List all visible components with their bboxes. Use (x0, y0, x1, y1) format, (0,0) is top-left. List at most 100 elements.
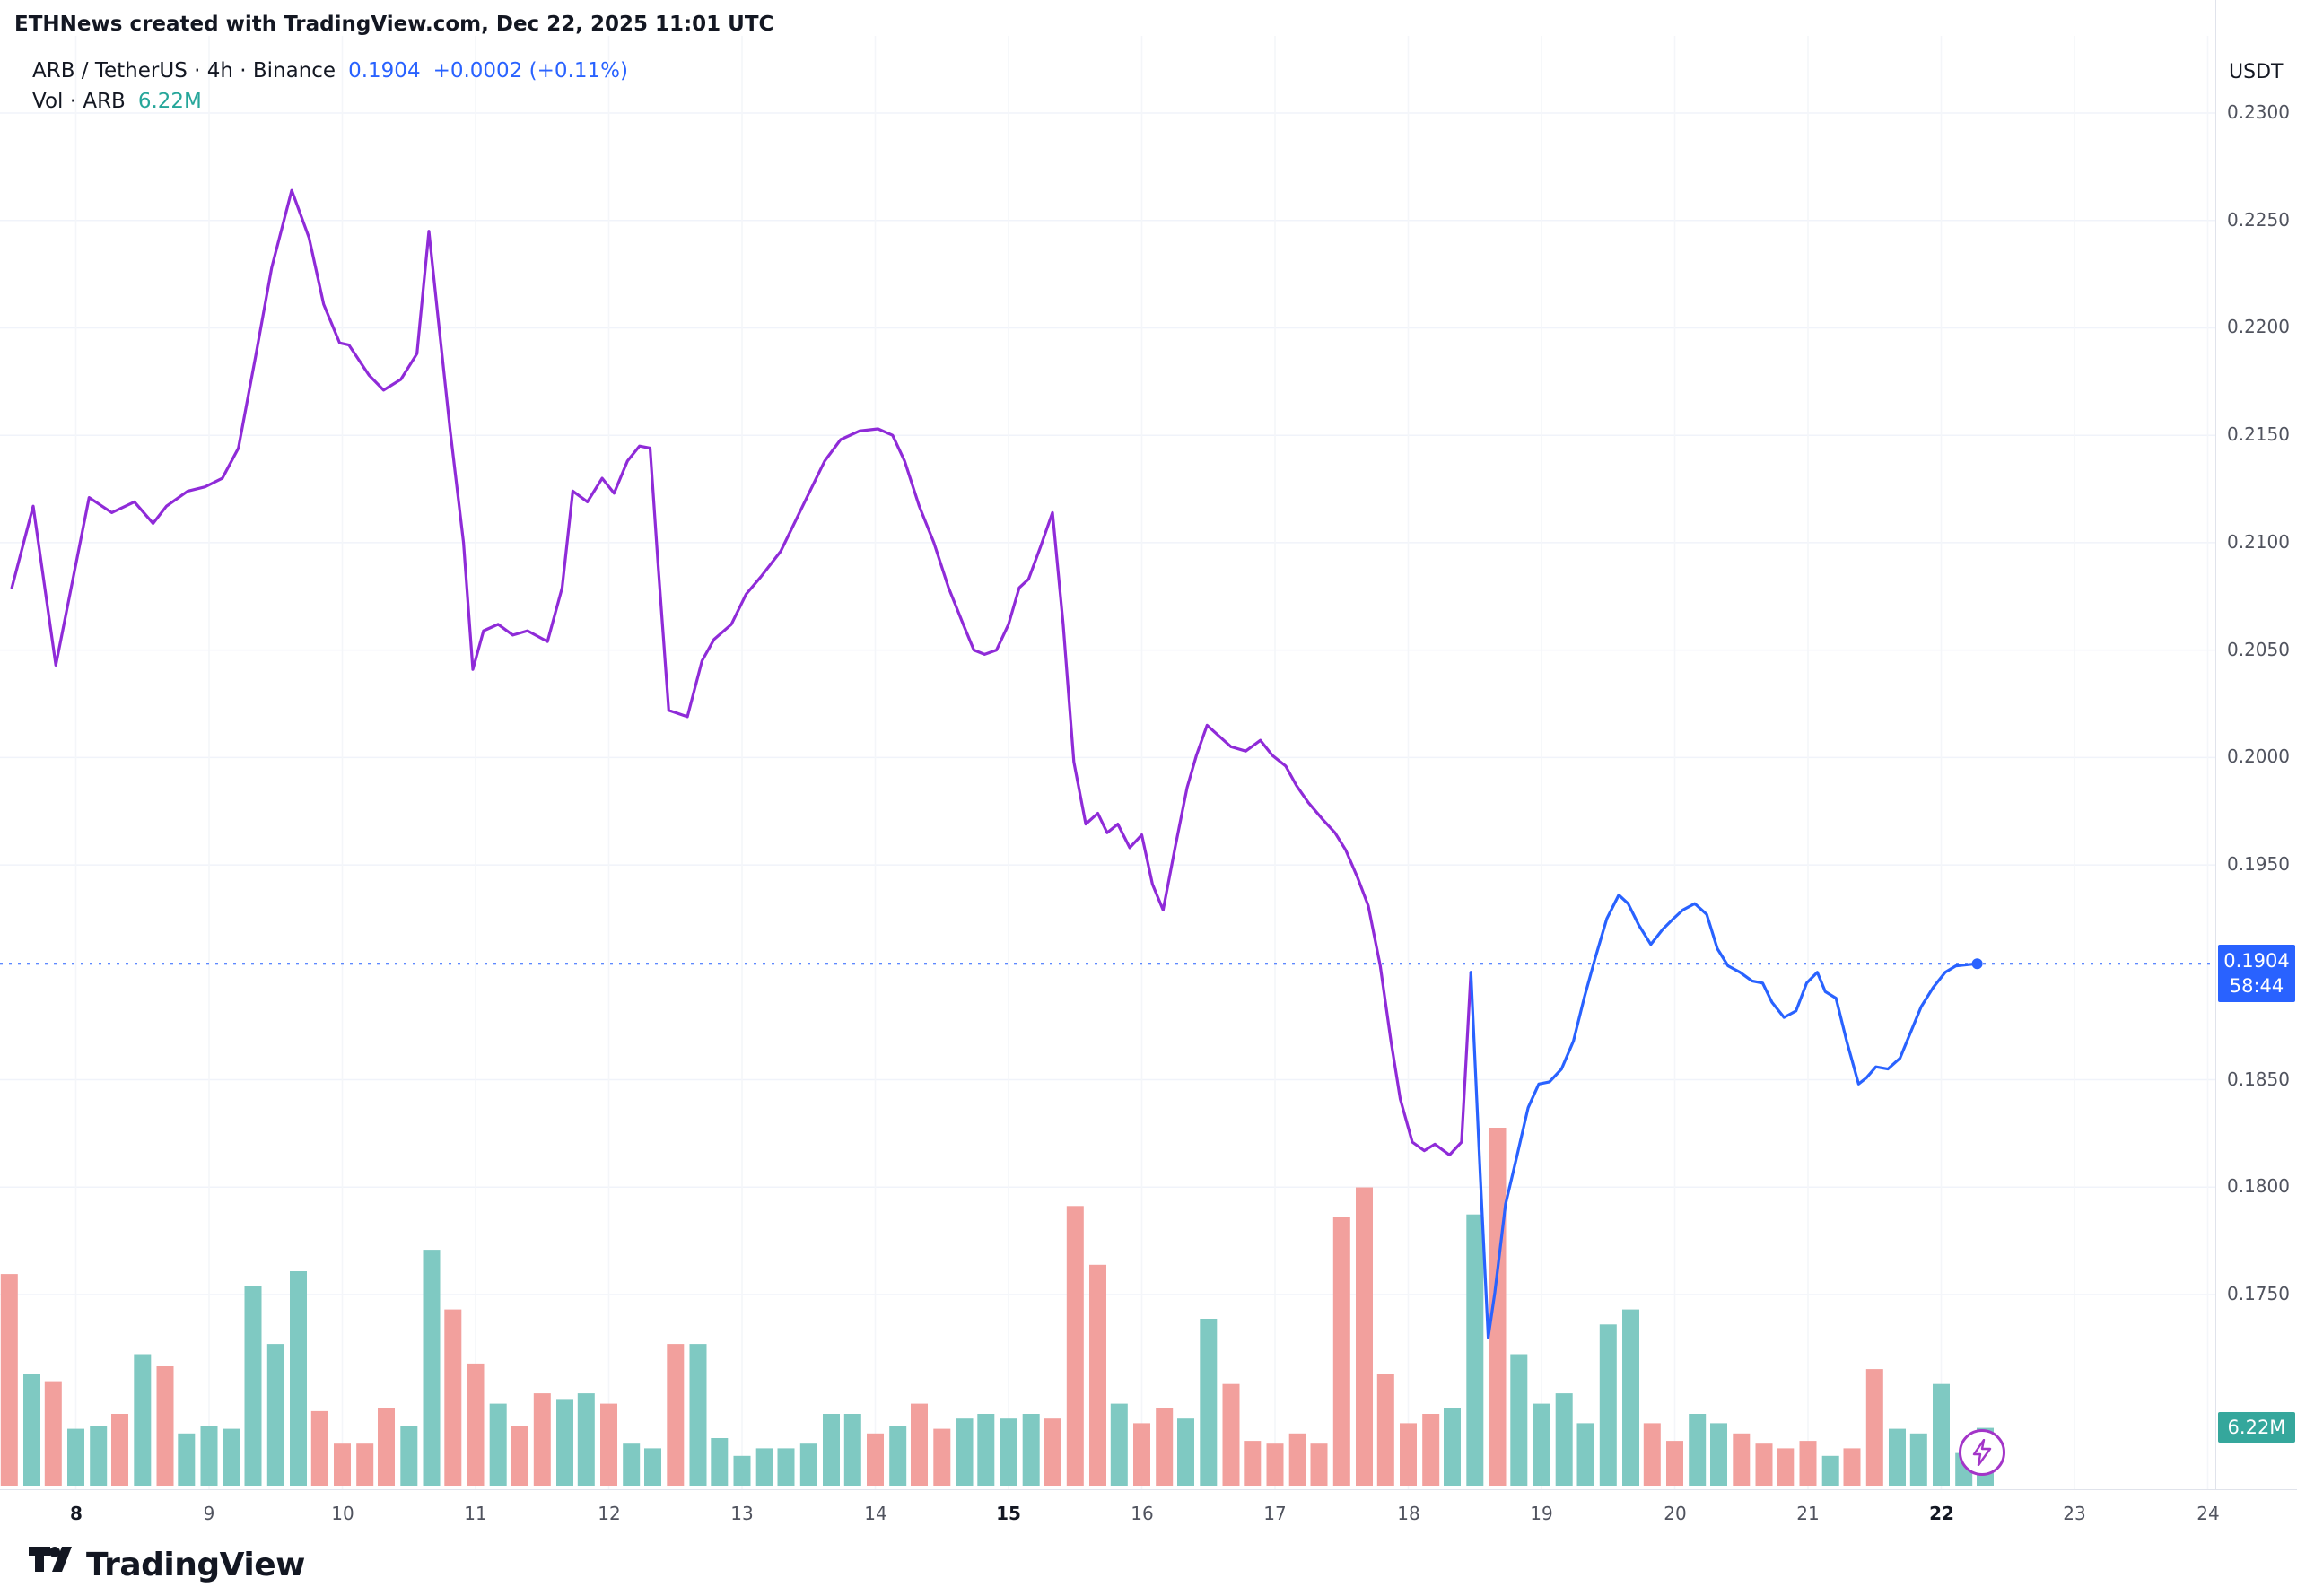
current-volume-value: 6.22M (2227, 1417, 2286, 1438)
lightning-icon (1972, 1439, 1992, 1466)
legend-last-price: 0.1904 (348, 59, 421, 83)
attribution-text: ETHNews created with TradingView.com, De… (14, 13, 774, 36)
time-tick-label: 18 (1397, 1503, 1420, 1524)
volume-bar (310, 1410, 328, 1486)
flash-boost-button[interactable] (1959, 1429, 2005, 1476)
volume-bar (799, 1443, 817, 1486)
volume-bar (933, 1428, 951, 1486)
price-tick-label: 0.1950 (2227, 853, 2290, 875)
volume-bar (1689, 1414, 1707, 1486)
volume-bar (1576, 1423, 1594, 1486)
volume-bar (0, 1274, 18, 1486)
volume-bar (489, 1403, 507, 1486)
tradingview-logo-icon (29, 1547, 72, 1572)
price-axis[interactable]: USDT 0.2300 0.2250 0.2200 0.2150 0.2100 0.205… (2215, 0, 2297, 1489)
price-tick-label: 0.1800 (2227, 1175, 2290, 1197)
volume-bar (777, 1448, 795, 1486)
volume-bar (223, 1428, 240, 1486)
price-tick-label: 0.1850 (2227, 1068, 2290, 1090)
volume-bar (1933, 1383, 1950, 1486)
time-tick-label: 19 (1530, 1503, 1553, 1524)
volume-bar (1466, 1214, 1484, 1486)
volume-bar (467, 1363, 485, 1486)
volume-bar (1266, 1443, 1284, 1486)
volume-bar (755, 1448, 773, 1486)
legend-price-change: +0.0002 (+0.11%) (432, 59, 628, 83)
volume-bar (600, 1403, 617, 1486)
volume-bar (23, 1374, 40, 1486)
time-tick-label: 15 (996, 1503, 1021, 1524)
volume-bar (200, 1426, 218, 1486)
volume-bar (1865, 1369, 1883, 1486)
volume-bar (1133, 1423, 1150, 1486)
time-axis[interactable]: 8 9 10 11 12 13 14 15 16 17 18 19 20 21 22 23 24 (0, 1489, 2297, 1544)
volume-bar (1222, 1383, 1240, 1486)
time-tick-label: 10 (331, 1503, 354, 1524)
volume-bar (1666, 1441, 1683, 1486)
volume-bar (356, 1443, 374, 1486)
chart-legend: ARB / TetherUS · 4h · Binance 0.1904 +0.… (32, 56, 628, 117)
volume-bar (1643, 1423, 1661, 1486)
current-volume-flag: 6.22M (2218, 1412, 2295, 1443)
price-tick-label: 0.2050 (2227, 639, 2290, 660)
volume-bar (290, 1271, 307, 1486)
volume-bar (1000, 1418, 1017, 1486)
current-price-flag: 0.1904 58:44 (2218, 945, 2295, 1002)
volume-bar (444, 1309, 462, 1486)
bar-countdown: 58:44 (2229, 975, 2284, 997)
volume-bar (1444, 1408, 1461, 1486)
last-price-dot (1971, 958, 1983, 970)
volume-bar (334, 1443, 351, 1486)
volume-bar (266, 1344, 284, 1486)
symbol-title[interactable]: ARB / TetherUS · 4h · Binance (32, 59, 336, 83)
volume-bar (244, 1286, 262, 1486)
time-tick-label: 16 (1131, 1503, 1154, 1524)
volume-bar (823, 1414, 840, 1486)
volume-bar (1156, 1408, 1174, 1486)
volume-bar (533, 1393, 551, 1486)
volume-bar (1821, 1455, 1839, 1486)
volume-bar (1909, 1433, 1927, 1486)
volume-bar (1710, 1423, 1727, 1486)
volume-bar (843, 1414, 861, 1486)
current-price-value: 0.1904 (2223, 950, 2290, 972)
volume-bar (1310, 1443, 1328, 1486)
volume-bar (667, 1344, 685, 1486)
volume-bar (90, 1426, 108, 1486)
volume-bar (1332, 1217, 1350, 1486)
time-tick-label: 20 (1664, 1503, 1687, 1524)
time-tick-label: 8 (70, 1503, 83, 1524)
volume-bar (1376, 1374, 1394, 1486)
volume-bar (1799, 1441, 1817, 1486)
volume-bar (1889, 1428, 1906, 1486)
volume-bar (423, 1250, 441, 1486)
volume-bar (156, 1366, 174, 1486)
volume-bar (1533, 1403, 1550, 1486)
time-tick-label: 14 (864, 1503, 887, 1524)
volume-bar (1843, 1448, 1861, 1486)
volume-bar (1200, 1319, 1218, 1486)
volume-bar (556, 1399, 573, 1486)
volume-bar (1599, 1324, 1617, 1486)
legend-volume-value: 6.22M (137, 90, 202, 113)
time-tick-label: 24 (2197, 1503, 2220, 1524)
time-tick-label: 12 (598, 1503, 621, 1524)
price-tick-label: 0.1750 (2227, 1283, 2290, 1304)
price-recent-line (1469, 893, 1979, 1339)
volume-bar (733, 1455, 751, 1486)
volume-bar (1022, 1414, 1040, 1486)
axis-currency-label: USDT (2229, 61, 2284, 83)
volume-bar (1733, 1433, 1751, 1486)
volume-bar (1489, 1128, 1507, 1486)
time-tick-label: 9 (203, 1503, 215, 1524)
footer-brand[interactable]: TradingView (27, 1545, 305, 1584)
time-tick-label: 22 (1929, 1503, 1954, 1524)
volume-bar (44, 1381, 62, 1486)
volume-bar (511, 1426, 528, 1486)
volume-bar (867, 1433, 884, 1486)
volume-study-title[interactable]: Vol · ARB (32, 90, 126, 113)
volume-bar (1422, 1414, 1440, 1486)
volume-bar (111, 1414, 128, 1486)
